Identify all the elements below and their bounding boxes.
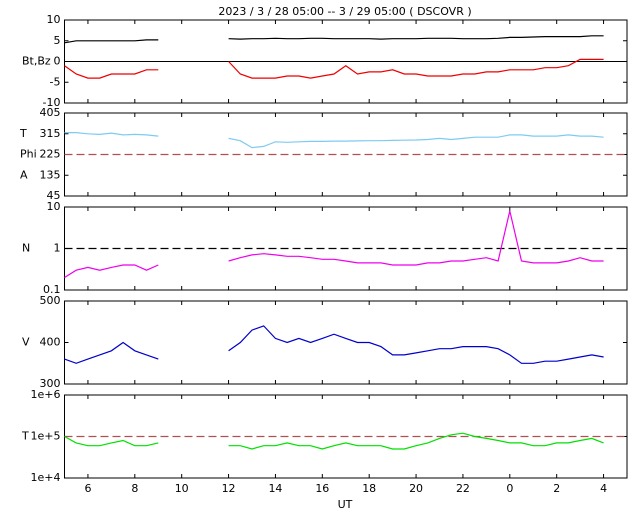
y-tick-label: 10 <box>47 13 61 26</box>
y-tick-label: 45 <box>47 189 61 202</box>
y-axis-label: A <box>20 168 28 181</box>
y-tick-label: 225 <box>40 148 61 161</box>
y-tick-label: 0.1 <box>43 283 61 296</box>
x-tick-label: 16 <box>315 482 329 495</box>
y-tick-label: 300 <box>40 377 61 390</box>
y-tick-label: -10 <box>43 96 61 109</box>
x-axis-label: UT <box>338 498 353 511</box>
y-tick-label: 5 <box>54 34 61 47</box>
series-line <box>64 35 604 44</box>
x-tick-label: 14 <box>268 482 282 495</box>
series-line <box>64 58 604 79</box>
x-tick-label: 12 <box>222 482 236 495</box>
y-tick-label: 405 <box>40 106 61 119</box>
y-tick-label: -5 <box>50 75 61 88</box>
y-tick-label: 1e+6 <box>31 388 61 401</box>
y-axis-label: V <box>22 336 30 349</box>
x-tick-label: 0 <box>506 482 513 495</box>
y-axis-label: Phi <box>20 148 37 161</box>
y-tick-label: 1e+5 <box>31 430 61 443</box>
y-tick-label: 1e+4 <box>31 471 61 484</box>
y-tick-label: 315 <box>40 127 61 140</box>
y-tick-label: 0 <box>54 55 61 68</box>
x-tick-label: 10 <box>175 482 189 495</box>
series-line <box>64 132 604 149</box>
x-tick-label: 2 <box>553 482 560 495</box>
x-tick-label: 8 <box>131 482 138 495</box>
y-axis-label: T <box>19 127 27 140</box>
x-tick-label: 22 <box>456 482 470 495</box>
y-tick-label: 10 <box>47 200 61 213</box>
x-tick-label: 4 <box>600 482 607 495</box>
series-line <box>64 432 604 450</box>
y-tick-label: 135 <box>40 168 61 181</box>
y-axis-label: N <box>22 242 30 255</box>
y-tick-label: 400 <box>40 336 61 349</box>
x-tick-label: 6 <box>84 482 91 495</box>
y-tick-label: 1 <box>54 242 61 255</box>
series-line <box>64 325 604 364</box>
x-tick-label: 20 <box>409 482 423 495</box>
y-axis-label: Bt,Bz <box>22 55 51 68</box>
x-tick-label: 18 <box>362 482 376 495</box>
y-tick-label: 500 <box>40 294 61 307</box>
series-line <box>64 210 604 279</box>
y-axis-label: T <box>21 430 29 443</box>
chart-title: 2023 / 3 / 28 05:00 -- 3 / 29 05:00 ( DS… <box>218 5 471 18</box>
